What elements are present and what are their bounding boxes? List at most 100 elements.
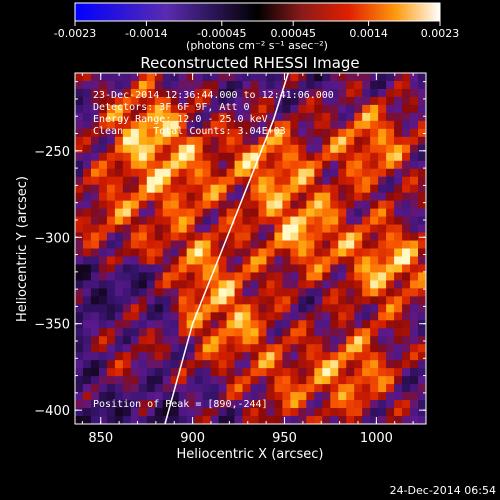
heatmap-cell xyxy=(330,264,339,274)
heatmap-cell xyxy=(162,232,172,242)
heatmap-cell xyxy=(322,232,331,242)
heatmap-cell xyxy=(410,208,419,218)
heatmap-cell xyxy=(154,400,164,409)
heatmap-cell xyxy=(346,200,355,210)
heatmap-cell xyxy=(90,240,100,250)
heatmap-cell xyxy=(210,400,220,409)
heatmap-cell xyxy=(362,336,371,345)
heatmap-cell xyxy=(394,136,403,146)
heatmap-cell xyxy=(154,328,164,337)
heatmap-cell xyxy=(154,200,164,210)
heatmap-cell xyxy=(362,216,371,226)
heatmap-cell xyxy=(234,248,244,258)
heatmap-cell xyxy=(114,304,124,313)
heatmap-cell xyxy=(82,296,92,305)
heatmap-cell xyxy=(162,280,172,289)
heatmap-cell xyxy=(378,344,387,353)
heatmap-cell xyxy=(98,104,108,114)
heatmap-cell xyxy=(258,248,268,258)
heatmap-cell xyxy=(234,280,244,289)
heatmap-cell xyxy=(378,168,387,178)
heatmap-cell xyxy=(402,296,411,305)
heatmap-cell xyxy=(218,408,228,417)
heatmap-cell xyxy=(250,368,260,377)
heatmap-cell xyxy=(146,176,156,186)
heatmap-cell xyxy=(306,336,315,345)
heatmap-cell xyxy=(162,368,172,377)
heatmap-cell xyxy=(194,248,204,258)
heatmap-cell xyxy=(290,400,299,409)
heatmap-cell xyxy=(410,192,419,202)
heatmap-cell xyxy=(298,416,307,424)
heatmap-cell xyxy=(138,144,148,154)
heatmap-cell xyxy=(362,136,371,146)
heatmap-cell xyxy=(402,392,411,401)
heatmap-cell xyxy=(146,384,156,393)
heatmap-cell xyxy=(210,144,220,154)
heatmap-cell xyxy=(194,216,204,226)
heatmap-cell xyxy=(82,304,92,313)
heatmap-cell xyxy=(106,120,116,130)
heatmap-cell xyxy=(290,88,299,98)
heatmap-cell xyxy=(290,80,299,90)
heatmap-cell xyxy=(394,352,403,361)
heatmap-cell xyxy=(338,296,347,305)
heatmap-cell xyxy=(218,232,228,242)
heatmap-cell xyxy=(218,336,228,345)
heatmap-cell xyxy=(138,360,148,369)
heatmap-cell xyxy=(338,376,347,385)
heatmap-cell xyxy=(258,136,268,146)
heatmap-cell xyxy=(290,288,299,297)
heatmap-cell xyxy=(234,216,244,226)
heatmap-cell xyxy=(130,400,140,409)
heatmap-cell xyxy=(170,392,180,401)
heatmap-cell xyxy=(186,136,196,146)
heatmap-cell xyxy=(410,232,419,242)
heatmap-cell xyxy=(338,312,347,321)
heatmap-cell xyxy=(218,376,228,385)
heatmap-cell xyxy=(98,248,108,258)
heatmap-cell xyxy=(75,256,84,266)
heatmap-cell xyxy=(378,73,387,82)
heatmap-cell xyxy=(346,88,355,98)
heatmap-cell xyxy=(418,368,426,377)
heatmap-cell xyxy=(82,224,92,234)
heatmap-cell xyxy=(394,312,403,321)
heatmap-cell xyxy=(194,272,204,282)
heatmap-cell xyxy=(138,352,148,361)
heatmap-cell xyxy=(282,88,291,98)
heatmap-cell xyxy=(370,328,379,337)
heatmap-cell xyxy=(370,120,379,130)
heatmap-cell xyxy=(378,120,387,130)
heatmap-cell xyxy=(386,304,395,313)
heatmap-cell xyxy=(410,104,419,114)
annotation-energy: Energy Range: 12.0 - 25.0 keV xyxy=(93,114,268,125)
heatmap-cell xyxy=(322,344,331,353)
heatmap-cell xyxy=(154,192,164,202)
heatmap-cell xyxy=(138,176,148,186)
heatmap-cell xyxy=(138,152,148,162)
heatmap-cell xyxy=(82,184,92,194)
heatmap-cell xyxy=(402,112,411,122)
heatmap-cell xyxy=(178,272,188,282)
heatmap-cell xyxy=(314,240,323,250)
heatmap-cell xyxy=(290,360,299,369)
heatmap-cell xyxy=(266,376,276,385)
heatmap-cell xyxy=(122,384,132,393)
heatmap-cell xyxy=(402,168,411,178)
heatmap-cell xyxy=(330,160,339,170)
heatmap-cell xyxy=(242,352,252,361)
heatmap-cell xyxy=(298,73,307,82)
heatmap-cell xyxy=(394,104,403,114)
heatmap-cell xyxy=(170,176,180,186)
heatmap-cell xyxy=(298,392,307,401)
heatmap-cell xyxy=(346,264,355,274)
heatmap-cell xyxy=(75,112,84,122)
heatmap-cell xyxy=(122,280,132,289)
heatmap-cell xyxy=(378,408,387,417)
heatmap-cell xyxy=(362,280,371,289)
heatmap-cell xyxy=(82,144,92,154)
heatmap-cell xyxy=(202,232,212,242)
heatmap-cell xyxy=(338,152,347,162)
heatmap-cell xyxy=(186,240,196,250)
